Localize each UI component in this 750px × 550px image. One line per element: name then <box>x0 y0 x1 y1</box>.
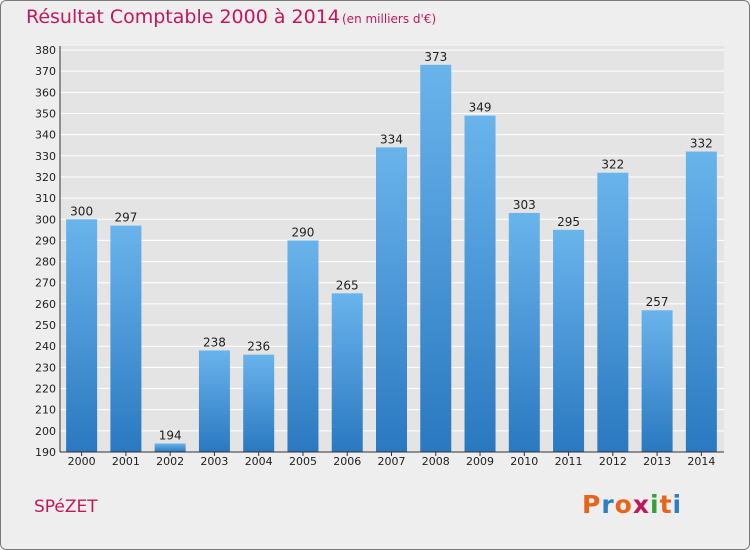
x-tick-label: 2013 <box>643 455 671 468</box>
logo-letter: r <box>601 490 615 519</box>
bar-value-label: 322 <box>601 158 624 172</box>
bar-value-label: 297 <box>114 211 137 225</box>
y-tick-label: 210 <box>35 404 56 417</box>
bar-2006 <box>331 293 363 452</box>
axes: 190 200 210 220 230 240 250 260 270 280 290 300 310 3… <box>35 44 724 468</box>
logo-letter: i <box>650 490 660 519</box>
chart-title: Résultat Comptable 2000 à 2014 <box>26 6 340 28</box>
logo-letter: o <box>614 490 633 519</box>
bar-value-label: 373 <box>424 50 447 64</box>
bar-2008 <box>420 64 452 453</box>
x-tick-label: 2011 <box>555 455 583 468</box>
bar-2009 <box>464 115 496 452</box>
bar-value-label: 238 <box>203 335 226 349</box>
bar-value-label: 257 <box>646 295 669 309</box>
bar-2010 <box>508 212 540 452</box>
bar-value-label: 290 <box>292 225 315 239</box>
x-tick-label: 2005 <box>289 455 317 468</box>
y-tick-label: 240 <box>35 340 56 353</box>
y-tick-label: 260 <box>35 298 56 311</box>
bar-2007 <box>376 147 407 453</box>
bar-value-label: 236 <box>247 340 270 354</box>
bar-2012 <box>597 172 629 452</box>
y-tick-label: 290 <box>35 234 56 247</box>
x-tick-label: 2009 <box>466 455 494 468</box>
y-tick-label: 280 <box>35 256 56 269</box>
x-tick-label: 2010 <box>510 455 538 468</box>
bar-value-label: 349 <box>469 101 492 115</box>
bar-2004 <box>243 354 275 452</box>
y-tick-label: 350 <box>35 107 56 120</box>
bar-value-label: 265 <box>336 278 359 292</box>
logo-letter: i <box>672 490 683 519</box>
bar-2002 <box>154 443 186 452</box>
logo-letter: t <box>659 490 673 519</box>
y-tick-label: 370 <box>35 65 56 78</box>
y-tick-label: 270 <box>35 277 56 290</box>
logo-letter: P <box>582 490 602 519</box>
bar-value-label: 334 <box>380 132 403 146</box>
bar-2000 <box>66 219 98 452</box>
y-tick-label: 300 <box>35 213 56 226</box>
y-tick-label: 220 <box>35 383 56 396</box>
bar-value-label: 295 <box>557 215 580 229</box>
bar-value-label: 194 <box>159 429 182 443</box>
bar-2013 <box>641 310 673 452</box>
y-tick-label: 250 <box>35 319 56 332</box>
y-tick-label: 330 <box>35 150 56 163</box>
bar-value-label: 332 <box>690 137 713 151</box>
y-tick-label: 230 <box>35 361 56 374</box>
y-tick-label: 320 <box>35 171 56 184</box>
y-tick-label: 380 <box>35 44 56 57</box>
x-tick-label: 2000 <box>68 455 96 468</box>
bar-value-label: 300 <box>70 204 93 218</box>
bar-2011 <box>553 229 585 452</box>
x-tick-label: 2008 <box>422 455 450 468</box>
x-tick-label: 2007 <box>378 455 406 468</box>
bar-2014 <box>685 151 717 452</box>
x-tick-label: 2014 <box>687 455 715 468</box>
bar-2001 <box>110 225 142 452</box>
bar-value-label: 303 <box>513 198 536 212</box>
y-tick-label: 200 <box>35 425 56 438</box>
x-tick-label: 2003 <box>200 455 228 468</box>
x-tick-label: 2012 <box>599 455 627 468</box>
commune-name: SPéZET <box>34 497 98 517</box>
y-tick-label: 190 <box>35 446 56 459</box>
y-tick-label: 310 <box>35 192 56 205</box>
bar-2003 <box>198 350 230 452</box>
x-tick-label: 2006 <box>333 455 361 468</box>
proxiti-logo[interactable]: Proxiti <box>582 490 682 519</box>
bars <box>66 64 717 453</box>
y-tick-label: 340 <box>35 129 56 142</box>
x-tick-label: 2001 <box>112 455 140 468</box>
bar-2005 <box>287 240 319 452</box>
chart-subtitle: (en milliers d'€) <box>342 12 437 26</box>
logo-letter: x <box>632 490 650 519</box>
bar-labels: 300 297 194 238 236 290 265 334 373 349 303 295 322 2… <box>70 50 713 443</box>
x-tick-label: 2004 <box>245 455 273 468</box>
y-tick-label: 360 <box>35 86 56 99</box>
x-tick-label: 2002 <box>156 455 184 468</box>
